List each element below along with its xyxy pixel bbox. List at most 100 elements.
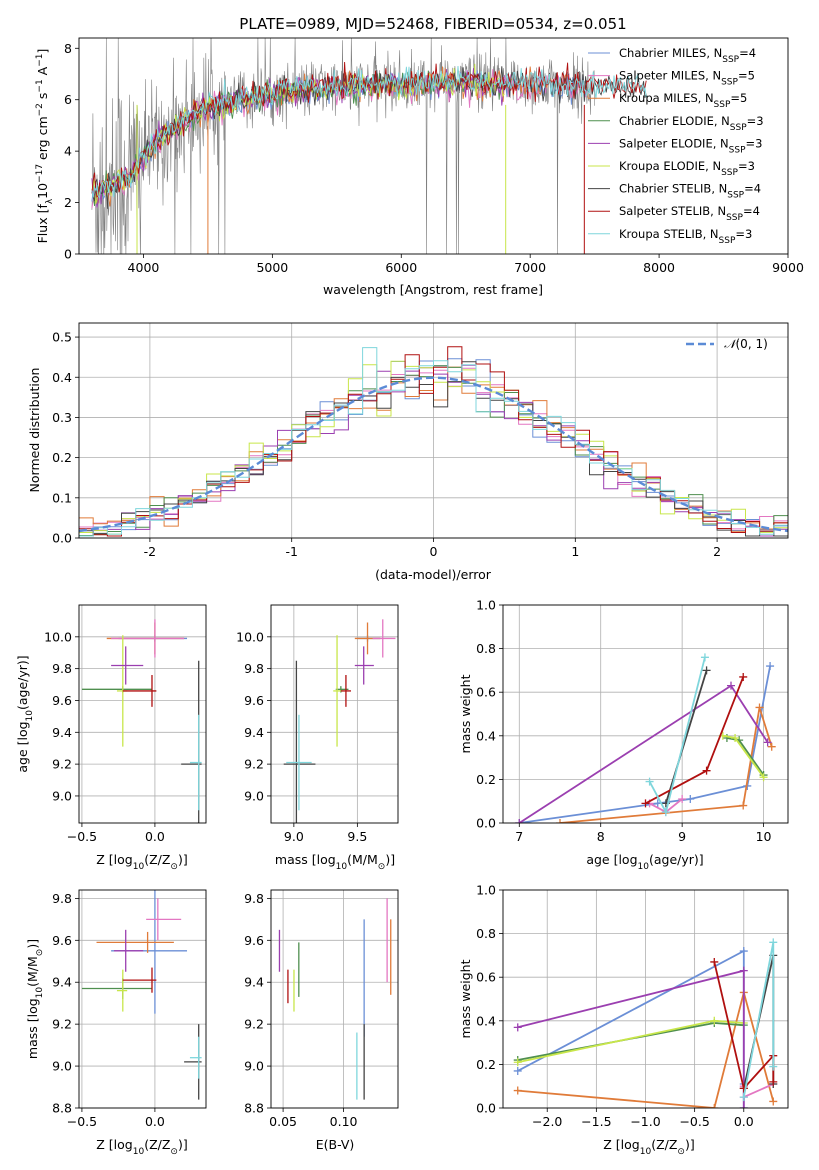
x-tick-label: 1 (571, 544, 579, 559)
x-tick-label: 6000 (385, 260, 417, 275)
weight-marker (678, 795, 687, 804)
y-tick-label: 0.0 (476, 1101, 496, 1116)
axes-frame (78, 322, 789, 539)
y-tick-label: 2 (64, 195, 72, 210)
x-tick-label: -1 (285, 544, 297, 559)
x-tick-label: 5000 (256, 260, 288, 275)
weight-marker (739, 1084, 748, 1093)
x-tick-label: 0 (430, 544, 438, 559)
legend-entry: 𝒩(0, 1) (724, 337, 768, 351)
weight-marker (769, 938, 778, 947)
weight-marker (755, 703, 764, 712)
plot-area (79, 346, 788, 537)
x-tick-label: 8000 (643, 260, 675, 275)
axes-age-vs-mass: 9.0 9.5 9.0 9.2 9.4 9.6 9.8 10.0 mass [log10(M/M… (236, 604, 399, 872)
y-tick-label: 9.6 (52, 693, 72, 708)
weight-marker (710, 957, 719, 966)
weight-marker (513, 1086, 522, 1095)
y-tick-label: 9.0 (244, 788, 264, 803)
x-tick-label: 9 (678, 829, 686, 844)
y-tick-label: 10.0 (44, 629, 72, 644)
axes-mass-vs-z: −0.5 0.0 8.8 9.0 9.2 9.4 9.6 9.8 Z [log10(Z/Z⊙)]… (25, 889, 207, 1157)
y-tick-label: 0.0 (52, 531, 72, 546)
x-tick-label: −1.5 (581, 1114, 611, 1129)
y-tick-label: 8.8 (52, 1101, 72, 1116)
weight-marker (513, 1066, 522, 1075)
axes-residuals: -2 -1 0 1 2 0.0 0.1 0.2 0.3 0.4 0.5 (data-model)/er… (27, 322, 789, 582)
y-axis-label: mass weight (458, 674, 473, 753)
y-tick-label: 0.8 (476, 926, 496, 941)
y-tick-label: 9.4 (244, 725, 264, 740)
x-axis-label: E(B-V) (316, 1137, 355, 1152)
y-tick-label: 9.8 (244, 891, 264, 906)
axes-massweight-vs-age: 7 8 9 10 0.0 0.2 0.4 0.6 0.8 1.0 age [log10(age/yr… (458, 598, 789, 872)
y-axis-label: Flux [fλ10−17 erg cm−2 s−1 A−1] (35, 49, 55, 244)
y-tick-label: 0.2 (52, 450, 72, 465)
y-tick-label: 4 (64, 144, 72, 159)
x-axis-label: mass [log10(M/M⊙)] (275, 852, 395, 872)
weight-marker (702, 766, 711, 775)
y-tick-label: 8 (64, 41, 72, 56)
y-axis-label: mass weight (458, 959, 473, 1038)
x-tick-label: 2 (713, 544, 721, 559)
weight-marker (727, 681, 735, 690)
x-tick-label: 7000 (514, 260, 546, 275)
axes-frame (270, 889, 399, 1109)
y-tick-label: 0.4 (476, 1013, 496, 1028)
x-axis-label: Z [log10(Z/Z⊙)] (603, 1137, 694, 1157)
weight-marker (769, 1077, 778, 1086)
y-tick-label: 10.0 (236, 629, 264, 644)
weight-line (665, 670, 708, 804)
y-tick-label: 0.1 (52, 490, 72, 505)
x-tick-label: 0.10 (330, 1114, 358, 1129)
weight-marker (731, 733, 740, 742)
x-tick-label: 4000 (128, 260, 160, 275)
weight-marker (710, 1104, 719, 1108)
weight-marker (769, 1097, 778, 1106)
x-tick-label: −0.5 (67, 829, 97, 844)
y-tick-label: 0.4 (476, 728, 496, 743)
weight-marker (739, 966, 748, 975)
weight-marker (722, 733, 731, 742)
plot-area (278, 898, 392, 1100)
y-tick-label: 0.4 (52, 370, 72, 385)
weight-marker (515, 819, 524, 823)
weight-marker (739, 672, 748, 681)
y-tick-label: 9.8 (52, 891, 72, 906)
legend-entry: Kroupa ELODIE, NSSP=3 (619, 159, 755, 178)
axes-frame (78, 37, 789, 255)
model-spectrum (91, 61, 647, 198)
weight-marker (513, 1058, 522, 1067)
weight-marker (739, 1093, 748, 1102)
plot-area (283, 619, 396, 823)
weight-marker (645, 777, 654, 786)
x-tick-label: −1.0 (630, 1114, 660, 1129)
gaussian-curve (79, 376, 788, 533)
plot-area (81, 619, 202, 823)
y-tick-label: 0.2 (476, 772, 496, 787)
y-tick-label: 9.0 (52, 1059, 72, 1074)
weight-marker (710, 1016, 719, 1025)
weight-marker (769, 1062, 778, 1071)
x-axis-label: Z [log10(Z/Z⊙)] (96, 1137, 187, 1157)
y-tick-label: 0 (64, 247, 72, 262)
weight-marker (702, 666, 711, 675)
axes-frame (78, 889, 207, 1109)
model-spectrum (91, 68, 505, 208)
y-tick-label: 0.6 (476, 970, 496, 985)
y-tick-label: 9.8 (244, 661, 264, 676)
weight-marker (641, 799, 650, 808)
y-tick-label: 9.4 (52, 975, 72, 990)
weight-marker (739, 1104, 748, 1108)
histogram-salpeter-stelib (79, 346, 788, 537)
plot-area (513, 938, 778, 1108)
y-tick-label: 9.6 (52, 933, 72, 948)
axes-mass-vs-ebv: 0.05 0.10 8.8 9.0 9.2 9.4 9.6 9.8 E(B-V) (244, 889, 399, 1152)
x-axis-label: wavelength [Angstrom, rest frame] (323, 282, 543, 297)
legend-entry: Salpeter MILES, NSSP=5 (619, 69, 755, 88)
y-tick-label: 9.4 (244, 975, 264, 990)
axes-frame (78, 604, 207, 824)
axes-frame (270, 604, 399, 824)
y-tick-label: 9.2 (244, 757, 264, 772)
weight-marker (686, 795, 695, 804)
